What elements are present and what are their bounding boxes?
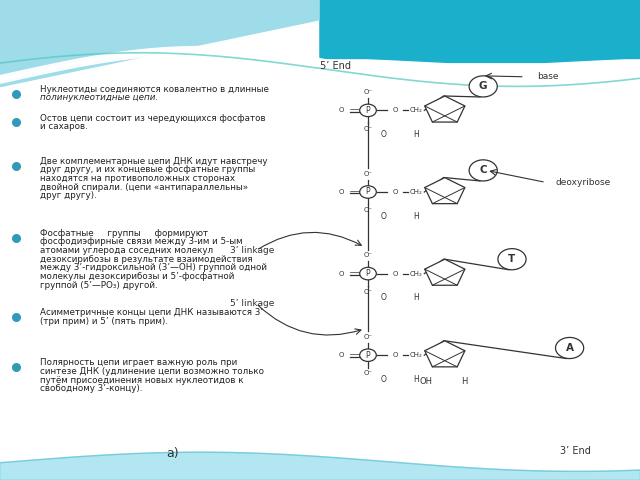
Text: CH₂: CH₂ (410, 189, 422, 195)
Text: дезоксирибозы в результате взаимодействия: дезоксирибозы в результате взаимодействи… (40, 255, 252, 264)
Text: 3’ linkage: 3’ linkage (230, 246, 275, 255)
Text: O: O (381, 212, 387, 220)
Text: O⁻: O⁻ (364, 334, 372, 340)
Text: 5’ End: 5’ End (320, 61, 351, 71)
Text: фосфодиэфирные связи между 3-им и 5-ым: фосфодиэфирные связи между 3-им и 5-ым (40, 238, 243, 246)
Text: H: H (413, 293, 419, 302)
Text: путём присоединения новых нуклеотидов к: путём присоединения новых нуклеотидов к (40, 376, 243, 384)
Text: T: T (508, 254, 516, 264)
Text: 5’ linkage: 5’ linkage (230, 299, 275, 308)
Text: свободному 3’-концу).: свободному 3’-концу). (40, 384, 142, 393)
Text: C: C (479, 166, 487, 175)
Text: друг другу, и их концевые фосфатные группы: друг другу, и их концевые фосфатные груп… (40, 166, 255, 174)
Text: O: O (392, 108, 397, 113)
Polygon shape (425, 178, 465, 204)
Text: O: O (339, 108, 344, 113)
Text: друг другу).: друг другу). (40, 192, 97, 200)
Text: P: P (365, 106, 371, 115)
Polygon shape (320, 0, 640, 62)
Text: P: P (365, 188, 371, 196)
Text: O: O (381, 130, 387, 139)
Text: deoxyribose: deoxyribose (556, 178, 611, 187)
Text: Асимметричные концы цепи ДНК называются 3’: Асимметричные концы цепи ДНК называются … (40, 308, 263, 317)
Text: группой (5’—PO₃) другой.: группой (5’—PO₃) другой. (40, 281, 157, 289)
Text: H: H (413, 212, 419, 220)
Text: Две комплементарные цепи ДНК идут навстречу: Две комплементарные цепи ДНК идут навстр… (40, 157, 267, 166)
Text: O: O (339, 189, 344, 195)
Text: 3’ End: 3’ End (560, 446, 591, 456)
Text: двойной спирали. (цепи «антипараллельны»: двойной спирали. (цепи «антипараллельны» (40, 183, 248, 192)
Text: P: P (365, 351, 371, 360)
Text: H: H (413, 130, 419, 139)
Circle shape (498, 249, 526, 270)
Text: O⁻: O⁻ (364, 289, 372, 295)
Polygon shape (320, 0, 640, 58)
Circle shape (360, 186, 376, 198)
Circle shape (469, 76, 497, 97)
Text: O⁻: O⁻ (364, 252, 372, 258)
Polygon shape (0, 0, 320, 86)
Polygon shape (425, 259, 465, 285)
Text: O⁻: O⁻ (364, 126, 372, 132)
Text: H: H (461, 377, 467, 386)
Text: Фосфатные     группы     формируют: Фосфатные группы формируют (40, 229, 208, 238)
Text: O⁻: O⁻ (364, 371, 372, 376)
Text: полинуклеотидные цепи.: полинуклеотидные цепи. (40, 94, 158, 102)
Polygon shape (425, 96, 465, 122)
Polygon shape (425, 341, 465, 367)
Text: O⁻: O⁻ (364, 171, 372, 177)
Circle shape (469, 160, 497, 181)
Text: и сахаров.: и сахаров. (40, 122, 88, 131)
Text: синтезе ДНК (удлинение цепи возможно только: синтезе ДНК (удлинение цепи возможно тол… (40, 367, 264, 376)
Text: Нуклеотиды соединяются ковалентно в длинные: Нуклеотиды соединяются ковалентно в длин… (40, 85, 269, 94)
Circle shape (360, 104, 376, 117)
Text: A: A (566, 343, 573, 353)
Text: O⁻: O⁻ (364, 89, 372, 95)
Text: O: O (339, 271, 344, 276)
Text: OH: OH (419, 377, 432, 386)
Text: O: O (392, 352, 397, 358)
Text: Полярность цепи играет важную роль при: Полярность цепи играет важную роль при (40, 359, 237, 367)
Text: O: O (381, 375, 387, 384)
Text: (три прим) и 5’ (пять прим).: (три прим) и 5’ (пять прим). (40, 317, 168, 325)
Text: Остов цепи состоит из чередующихся фосфатов: Остов цепи состоит из чередующихся фосфа… (40, 114, 266, 122)
Text: base: base (538, 72, 559, 81)
Text: CH₂: CH₂ (410, 352, 422, 358)
Text: молекулы дезоксирибозы и 5’-фосфатной: молекулы дезоксирибозы и 5’-фосфатной (40, 272, 234, 281)
Text: O: O (339, 352, 344, 358)
Text: CH₂: CH₂ (410, 108, 422, 113)
Text: O: O (392, 271, 397, 276)
Text: находятся на противоположных сторонах: находятся на противоположных сторонах (40, 174, 235, 183)
Text: P: P (365, 269, 371, 278)
Text: G: G (479, 82, 488, 91)
Polygon shape (0, 0, 320, 86)
Text: O: O (392, 189, 397, 195)
Circle shape (360, 267, 376, 280)
Text: H: H (413, 375, 419, 384)
Text: O: O (381, 293, 387, 302)
Text: O⁻: O⁻ (364, 207, 372, 213)
Text: CH₂: CH₂ (410, 271, 422, 276)
Text: атомами углерода соседних молекул: атомами углерода соседних молекул (40, 246, 213, 255)
Circle shape (556, 337, 584, 359)
Text: a): a) (166, 447, 179, 460)
Circle shape (360, 349, 376, 361)
Text: между 3’-гидроксильной (3’—ОН) группой одной: между 3’-гидроксильной (3’—ОН) группой о… (40, 264, 267, 272)
